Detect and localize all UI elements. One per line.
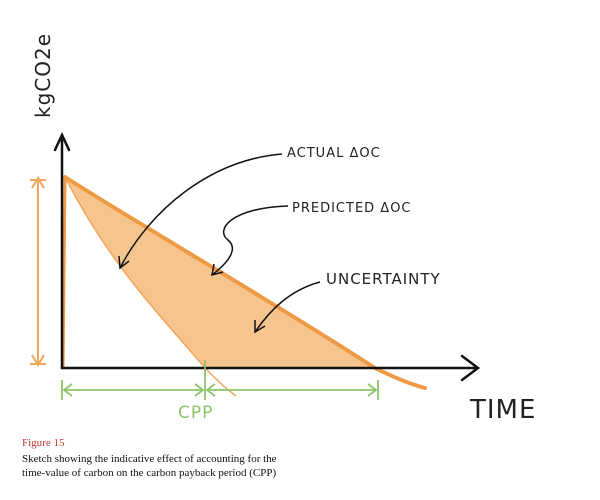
x-axis-label: TIME [469,395,536,425]
emissions-bracket [30,176,46,367]
uncertainty-label: UNCERTAINTY [326,270,441,288]
cpp-arrows [61,360,379,400]
predicted-label: PREDICTED ΔOC [292,201,412,216]
actual-curve [64,176,237,397]
y-axis-label: kgCO2e [31,33,55,118]
pointer-arrows [118,153,321,334]
actual-label: ACTUAL ΔOC [287,146,381,161]
caption-line: time-value of carbon on the carbon payba… [22,467,276,479]
predicted-curve [63,175,427,390]
caption-line: Sketch showing the indicative effect of … [22,453,277,465]
figure-number: Figure 15 [22,437,65,449]
axes [53,132,481,382]
initial-spike [61,176,67,369]
cpp-label: CPP [178,403,213,423]
